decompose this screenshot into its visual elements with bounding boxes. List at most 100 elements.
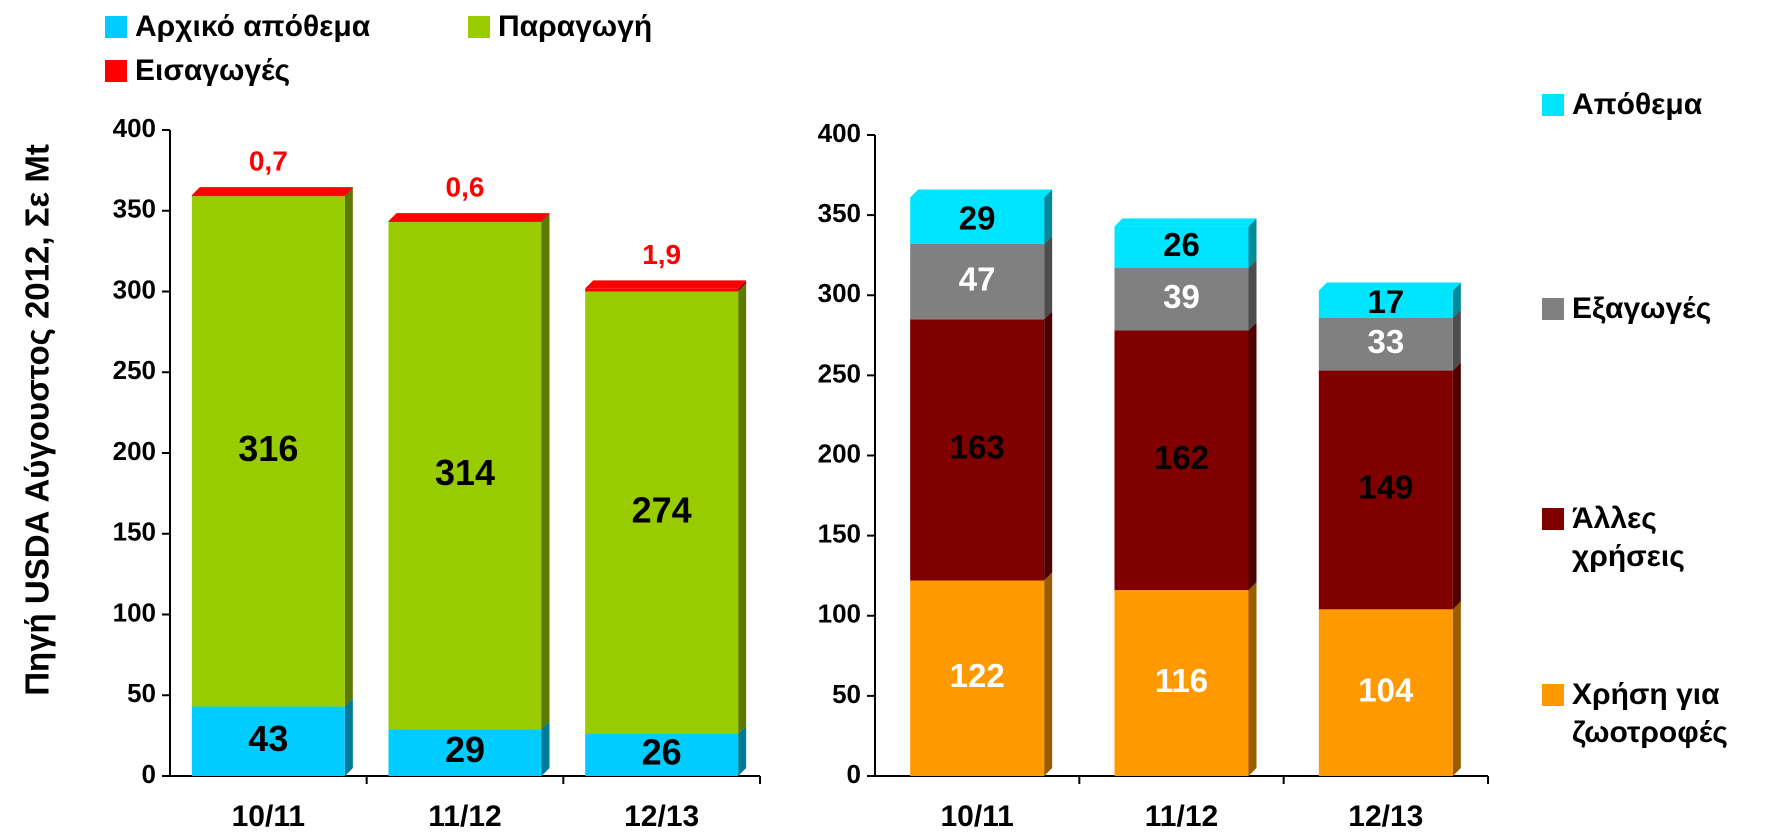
bar-side <box>1248 218 1257 269</box>
y-tick-label: 250 <box>818 358 861 388</box>
bar-segment <box>388 729 542 776</box>
bar-segment <box>1318 290 1453 318</box>
data-label: 116 <box>1155 662 1208 699</box>
y-tick-label: 100 <box>818 599 861 629</box>
bar-segment <box>1318 317 1453 371</box>
bar-segment <box>1318 370 1453 610</box>
legend-label: Εξαγωγές <box>1572 292 1712 325</box>
y-tick-label: 0 <box>847 759 861 789</box>
data-label: 316 <box>238 428 298 469</box>
bar-side <box>1452 282 1461 318</box>
data-label: 47 <box>959 260 996 297</box>
legend-label: Χρήση για ζωοτροφές <box>1572 678 1728 749</box>
legend-label: Εισαγωγές <box>135 54 291 87</box>
data-label: 33 <box>1367 323 1404 360</box>
x-tick-label: 10/11 <box>232 800 305 832</box>
bar-top <box>191 187 353 196</box>
bar-segment <box>910 243 1045 320</box>
legend-item: Απόθεμα <box>1542 86 1762 124</box>
data-label: 39 <box>1163 278 1200 315</box>
data-label: 274 <box>632 489 692 530</box>
y-tick-label: 150 <box>113 517 156 547</box>
bar-segment <box>910 580 1045 776</box>
y-tick-label: 300 <box>113 274 156 304</box>
data-label: 29 <box>445 729 485 770</box>
bar-segment <box>585 734 739 776</box>
legend-item: Εισαγωγές <box>105 52 290 90</box>
bar-segment <box>1114 590 1249 776</box>
data-label: 314 <box>435 452 495 493</box>
bar-side <box>738 726 747 776</box>
bar-side <box>738 283 747 735</box>
y-tick-label: 350 <box>818 198 861 228</box>
legend-swatch <box>1542 684 1564 706</box>
y-tick-label: 200 <box>113 436 156 466</box>
data-label: 162 <box>1154 439 1209 476</box>
y-axis-label: Πηγή USDA Αύγουστος 2012, Σε Mt <box>19 144 56 696</box>
bar-side <box>1044 311 1053 581</box>
bar-top <box>1318 282 1461 291</box>
bar-side <box>541 213 550 223</box>
data-label: 149 <box>1358 469 1413 506</box>
legend-swatch <box>105 60 127 82</box>
bar-segment <box>388 221 542 223</box>
data-label: 0,6 <box>446 171 485 202</box>
y-tick-label: 300 <box>818 278 861 308</box>
data-label: 104 <box>1358 671 1414 708</box>
bar-segment <box>388 222 542 730</box>
legend-swatch <box>468 16 490 38</box>
data-label: 163 <box>950 429 1005 466</box>
y-tick-label: 400 <box>113 113 156 143</box>
bar-segment <box>910 197 1045 244</box>
y-tick-label: 350 <box>113 194 156 224</box>
y-tick-label: 200 <box>818 438 861 468</box>
x-tick-label: 10/11 <box>940 800 1013 832</box>
y-tick-label: 400 <box>818 118 861 148</box>
data-label: 29 <box>959 199 996 236</box>
data-label: 1,9 <box>642 239 681 270</box>
legend-swatch <box>1542 94 1564 116</box>
bar-top <box>910 189 1053 198</box>
bar-side <box>1452 362 1461 610</box>
bar-top <box>1114 218 1257 227</box>
y-tick-label: 150 <box>818 519 861 549</box>
legend-item: Χρήση για ζωοτροφές <box>1542 676 1762 752</box>
bar-side <box>344 698 353 776</box>
data-label: 122 <box>950 657 1005 694</box>
legend-item: Αρχικό απόθεμα <box>105 8 370 46</box>
data-label: 0,7 <box>249 145 288 176</box>
legend-item: Παραγωγή <box>468 8 652 46</box>
bar-segment <box>585 291 739 735</box>
bar-side <box>1452 309 1461 371</box>
bar-segment <box>1318 609 1453 776</box>
legend-swatch <box>1542 298 1564 320</box>
y-tick-label: 100 <box>113 597 156 627</box>
bar-side <box>1044 189 1053 244</box>
y-tick-label: 50 <box>832 679 861 709</box>
x-tick-label: 11/12 <box>1145 800 1218 832</box>
bar-top <box>388 213 550 222</box>
bar-segment <box>191 196 345 707</box>
bar-side <box>1452 601 1461 776</box>
data-label: 26 <box>642 732 682 773</box>
y-tick-label: 250 <box>113 355 156 385</box>
bar-segment <box>1114 226 1249 269</box>
y-tick-label: 50 <box>127 678 156 708</box>
y-tick-label: 0 <box>142 759 156 789</box>
bar-side <box>1248 582 1257 776</box>
bar-segment <box>1114 330 1249 591</box>
legend-label: Αρχικό απόθεμα <box>135 10 371 43</box>
legend-label: Απόθεμα <box>1572 88 1703 121</box>
legend-swatch <box>105 16 127 38</box>
legend-label: Άλλες χρήσεις <box>1572 502 1685 573</box>
bar-side <box>541 214 550 730</box>
x-tick-label: 11/12 <box>428 800 501 832</box>
data-label: 43 <box>248 718 288 759</box>
bar-segment <box>910 319 1045 581</box>
x-tick-label: 12/13 <box>624 800 699 832</box>
bar-side <box>344 187 353 197</box>
legend-label: Παραγωγή <box>498 10 653 43</box>
bar-side <box>344 188 353 707</box>
